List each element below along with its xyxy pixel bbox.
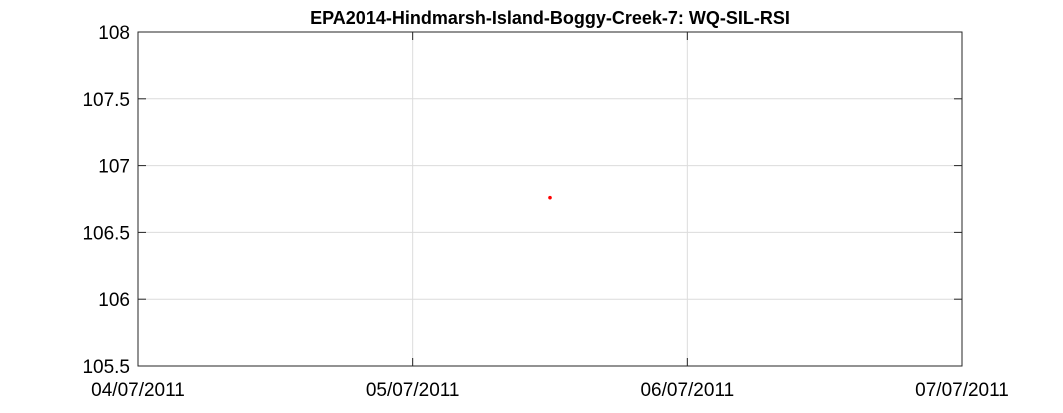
y-tick-label: 106 — [98, 290, 130, 311]
plot-area — [137, 31, 963, 367]
data-points — [548, 195, 552, 200]
x-tick-label: 04/07/2011 — [91, 380, 185, 401]
chart-title: EPA2014-Hindmarsh-Island-Boggy-Creek-7: … — [310, 8, 790, 28]
x-tick-label: 05/07/2011 — [366, 380, 460, 401]
y-tick-label: 107 — [98, 157, 130, 178]
axis-ticks — [137, 31, 963, 367]
y-tick-label: 108 — [98, 23, 130, 44]
x-tick-label: 07/07/2011 — [915, 380, 1009, 401]
x-tick-label: 06/07/2011 — [640, 380, 734, 401]
x-tick-labels: 04/07/2011 05/07/2011 06/07/2011 07/07/2011 — [91, 380, 1009, 401]
y-tick-labels: 105.5 106 106.5 107 107.5 108 — [82, 23, 130, 378]
y-tick-label: 107.5 — [82, 90, 130, 111]
y-tick-label: 106.5 — [82, 223, 130, 244]
data-point — [548, 195, 552, 200]
y-tick-label: 105.5 — [82, 357, 130, 378]
